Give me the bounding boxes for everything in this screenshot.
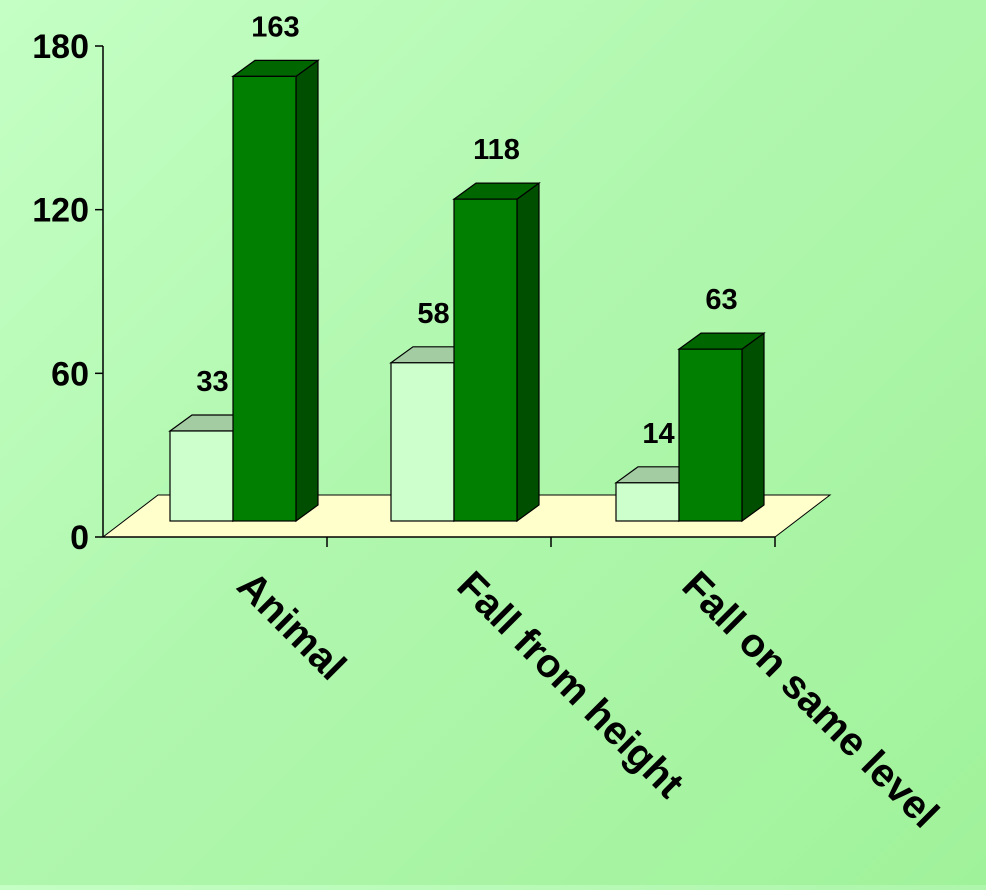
bar-side-1-0 — [295, 59, 319, 523]
bar-1-2 — [678, 348, 743, 522]
bar-side-1-1 — [516, 181, 540, 523]
bar-1-1 — [453, 198, 518, 522]
bar-0-0 — [169, 430, 234, 522]
bar-0-1 — [390, 362, 455, 522]
data-label-1-0: 163 — [251, 11, 299, 43]
bar-0-2 — [615, 482, 680, 522]
bar-side-1-2 — [741, 331, 765, 523]
x-category-label-1: Fall from height — [449, 563, 692, 806]
y-tick-label-180: 180 — [32, 28, 89, 66]
y-tick-label-0: 0 — [70, 519, 89, 557]
data-label-0-1: 58 — [417, 298, 449, 330]
bar-1-0 — [232, 75, 297, 522]
x-category-label-0: Animal — [229, 563, 354, 688]
data-label-1-1: 118 — [473, 134, 520, 166]
y-tick-label-120: 120 — [32, 192, 89, 230]
data-label-0-2: 14 — [642, 418, 674, 450]
data-label-0-0: 33 — [196, 366, 228, 398]
data-label-1-2: 63 — [705, 284, 737, 316]
x-category-label-2: Fall on same level — [674, 563, 947, 836]
y-tick-label-60: 60 — [51, 355, 89, 393]
